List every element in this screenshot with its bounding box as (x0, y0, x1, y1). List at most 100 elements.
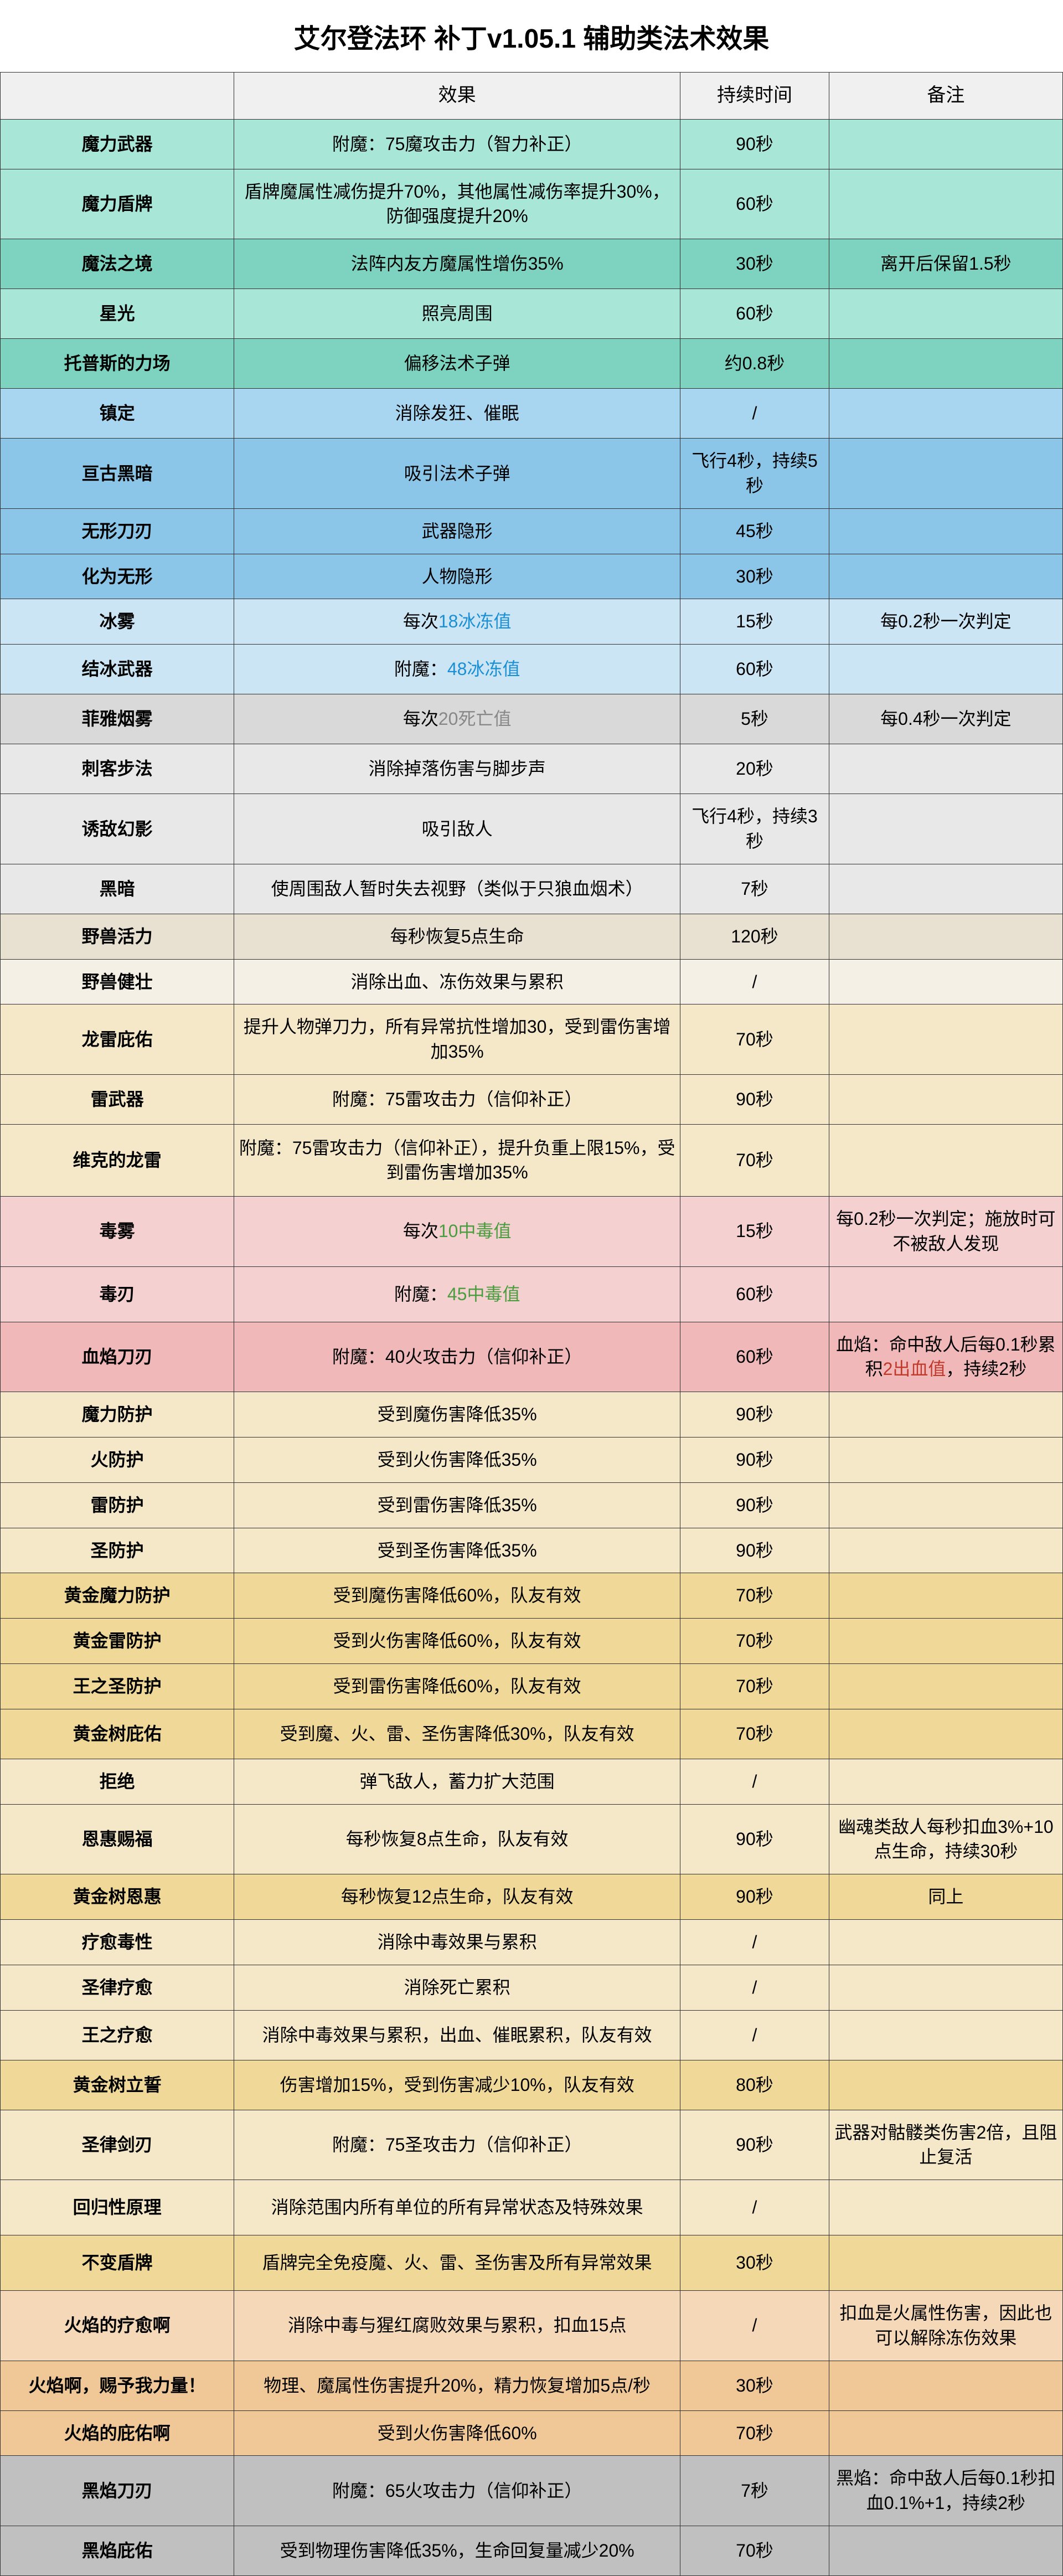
spell-name: 毒雾 (1, 1196, 234, 1266)
spell-note: 每0.2秒一次判定；施放时可不被敌人发现 (829, 1196, 1062, 1266)
spell-effect: 受到魔、火、雷、圣伤害降低30%，队友有效 (234, 1709, 680, 1759)
spell-duration: 70秒 (680, 1573, 829, 1619)
spell-duration: 30秒 (680, 554, 829, 599)
spell-effect: 附魔：75魔攻击力（智力补正） (234, 119, 680, 169)
spell-effect: 人物隐形 (234, 554, 680, 599)
spell-note (829, 2410, 1062, 2456)
spell-note (829, 119, 1062, 169)
spell-note (829, 439, 1062, 509)
spell-name: 镇定 (1, 389, 234, 439)
header-duration: 持续时间 (680, 73, 829, 120)
spell-duration: 15秒 (680, 1196, 829, 1266)
spell-duration: 90秒 (680, 1874, 829, 1920)
spell-note (829, 959, 1062, 1004)
spell-note (829, 1573, 1062, 1619)
spell-duration: 7秒 (680, 2456, 829, 2526)
table-row: 星光照亮周围60秒 (1, 289, 1063, 339)
spell-duration: 90秒 (680, 1804, 829, 1874)
page-container: 艾尔登法环 补丁v1.05.1 辅助类法术效果 效果 持续时间 备注 魔力武器附… (0, 0, 1063, 2576)
spell-effect: 受到火伤害降低35% (234, 1437, 680, 1482)
spell-note (829, 2235, 1062, 2291)
spell-note (829, 2526, 1062, 2576)
spell-effect: 附魔：75雷攻击力（信仰补正），提升负重上限15%，受到雷伤害增加35% (234, 1124, 680, 1196)
spell-duration: 70秒 (680, 1619, 829, 1664)
table-row: 黑焰庇佑受到物理伤害降低35%，生命回复量减少20%70秒 (1, 2526, 1063, 2576)
spell-note (829, 864, 1062, 914)
spell-effect: 弹飞敌人，蓄力扩大范围 (234, 1759, 680, 1804)
spell-effect: 附魔：75雷攻击力（信仰补正） (234, 1074, 680, 1124)
spell-note (829, 2180, 1062, 2235)
spell-effect: 消除中毒效果与累积，出血、催眠累积，队友有效 (234, 2010, 680, 2060)
spell-name: 圣律剑刃 (1, 2110, 234, 2180)
spell-name: 冰雾 (1, 599, 234, 645)
spell-duration: 45秒 (680, 508, 829, 554)
spell-effect: 提升人物弹刀力，所有异常抗性增加30，受到雷伤害增加35% (234, 1004, 680, 1075)
spell-name: 化为无形 (1, 554, 234, 599)
spell-duration: 80秒 (680, 2060, 829, 2110)
spell-effect: 盾牌魔属性减伤提升70%，其他属性减伤率提升30%，防御强度提升20% (234, 169, 680, 239)
table-row: 化为无形人物隐形30秒 (1, 554, 1063, 599)
spell-duration: 90秒 (680, 2110, 829, 2180)
spell-note: 血焰：命中敌人后每0.1秒累积2出血值，持续2秒 (829, 1322, 1062, 1392)
table-row: 恩惠赐福每秒恢复8点生命，队友有效90秒幽魂类敌人每秒扣血3%+10点生命，持续… (1, 1804, 1063, 1874)
table-row: 王之圣防护受到雷伤害降低60%，队友有效70秒 (1, 1663, 1063, 1709)
spell-note (829, 2060, 1062, 2110)
table-row: 圣防护受到圣伤害降低35%90秒 (1, 1528, 1063, 1573)
spell-name: 黄金树庇佑 (1, 1709, 234, 1759)
spell-duration: / (680, 2010, 829, 2060)
spell-name: 魔力武器 (1, 119, 234, 169)
header-name (1, 73, 234, 120)
spell-effect: 附魔：45中毒值 (234, 1266, 680, 1322)
spell-note: 黑焰：命中敌人后每0.1秒扣血0.1%+1，持续2秒 (829, 2456, 1062, 2526)
table-row: 黄金魔力防护受到魔伤害降低60%，队友有效70秒 (1, 1573, 1063, 1619)
spell-note (829, 1919, 1062, 1965)
spell-name: 托普斯的力场 (1, 339, 234, 389)
spell-effect: 伤害增加15%，受到伤害减少10%，队友有效 (234, 2060, 680, 2110)
spell-name: 黄金魔力防护 (1, 1573, 234, 1619)
spell-effect: 吸引敌人 (234, 794, 680, 864)
spell-duration: 30秒 (680, 2361, 829, 2410)
spell-name: 雷防护 (1, 1482, 234, 1528)
spell-effect: 物理、魔属性伤害提升20%，精力恢复增加5点/秒 (234, 2361, 680, 2410)
table-row: 雷武器附魔：75雷攻击力（信仰补正）90秒 (1, 1074, 1063, 1124)
spell-note (829, 1266, 1062, 1322)
spell-note (829, 289, 1062, 339)
spell-effect: 受到雷伤害降低60%，队友有效 (234, 1663, 680, 1709)
table-row: 王之疗愈消除中毒效果与累积，出血、催眠累积，队友有效/ (1, 2010, 1063, 2060)
spell-note: 离开后保留1.5秒 (829, 239, 1062, 289)
spell-effect: 照亮周围 (234, 289, 680, 339)
spell-name: 魔力防护 (1, 1392, 234, 1438)
spell-effect: 偏移法术子弹 (234, 339, 680, 389)
table-row: 圣律疗愈消除死亡累积/ (1, 1965, 1063, 2010)
spell-duration: 70秒 (680, 1663, 829, 1709)
spell-duration: 60秒 (680, 169, 829, 239)
spell-effect: 消除中毒与猩红腐败效果与累积，扣血15点 (234, 2291, 680, 2361)
table-row: 黄金雷防护受到火伤害降低60%，队友有效70秒 (1, 1619, 1063, 1664)
table-row: 黄金树立誓伤害增加15%，受到伤害减少10%，队友有效80秒 (1, 2060, 1063, 2110)
spell-note: 武器对骷髅类伤害2倍，且阻止复活 (829, 2110, 1062, 2180)
spell-note (829, 744, 1062, 794)
table-row: 疗愈毒性消除中毒效果与累积/ (1, 1919, 1063, 1965)
spell-note (829, 1965, 1062, 2010)
table-row: 圣律剑刃附魔：75圣攻击力（信仰补正）90秒武器对骷髅类伤害2倍，且阻止复活 (1, 2110, 1063, 2180)
spell-duration: / (680, 389, 829, 439)
spell-duration: / (680, 2180, 829, 2235)
spell-note (829, 1437, 1062, 1482)
spell-duration: 90秒 (680, 1074, 829, 1124)
spell-duration: 70秒 (680, 1709, 829, 1759)
spell-name: 野兽健壮 (1, 959, 234, 1004)
header-row: 效果 持续时间 备注 (1, 73, 1063, 120)
spell-effect: 受到魔伤害降低35% (234, 1392, 680, 1438)
spell-note (829, 794, 1062, 864)
spell-note: 每0.4秒一次判定 (829, 694, 1062, 744)
spell-name: 圣律疗愈 (1, 1965, 234, 2010)
spell-note (829, 1124, 1062, 1196)
spell-note (829, 1619, 1062, 1664)
spell-effect: 受到火伤害降低60% (234, 2410, 680, 2456)
spell-effect: 消除掉落伤害与脚步声 (234, 744, 680, 794)
spell-name: 王之圣防护 (1, 1663, 234, 1709)
spell-effect: 附魔：65火攻击力（信仰补正） (234, 2456, 680, 2526)
table-row: 魔力武器附魔：75魔攻击力（智力补正）90秒 (1, 119, 1063, 169)
spell-duration: 90秒 (680, 1392, 829, 1438)
spell-table: 效果 持续时间 备注 魔力武器附魔：75魔攻击力（智力补正）90秒魔力盾牌盾牌魔… (0, 72, 1063, 2576)
